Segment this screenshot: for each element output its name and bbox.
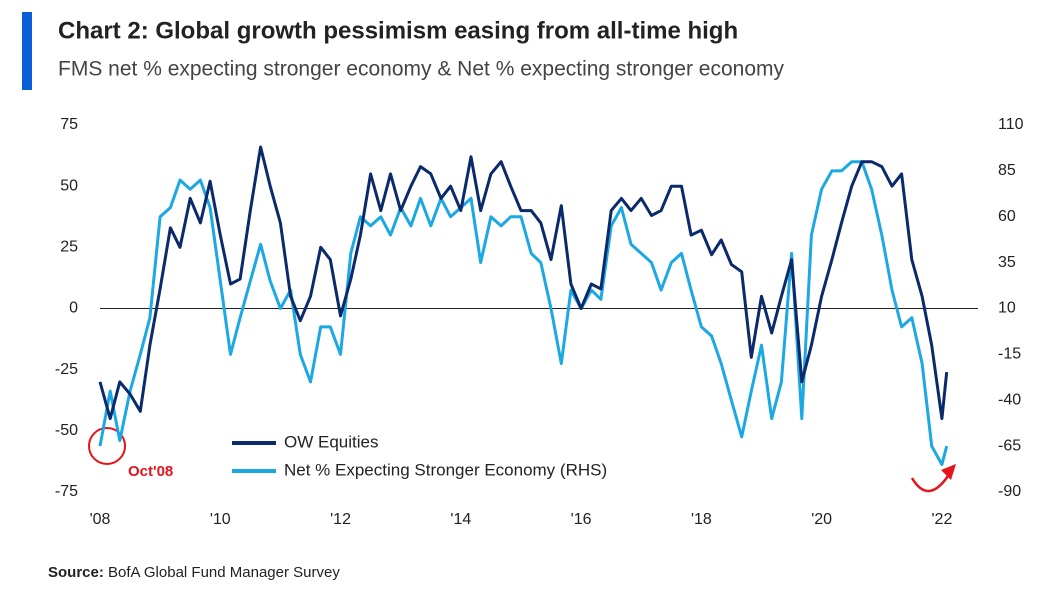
x-tick-label: '10: [210, 511, 231, 528]
y2-tick-label: 85: [998, 162, 1016, 179]
annotation-circle: [88, 427, 126, 465]
y-tick-label: -75: [55, 483, 78, 500]
series-line: [98, 145, 949, 421]
chart-subtitle: FMS net % expecting stronger economy & N…: [58, 58, 785, 81]
x-tick-label: '12: [330, 511, 351, 528]
series-line: [98, 160, 949, 466]
y2-tick-label: -65: [998, 437, 1021, 454]
x-tick-label: '16: [571, 511, 592, 528]
x-tick-label: '20: [811, 511, 832, 528]
annotation-arrow: [910, 475, 950, 493]
source-label: Source:: [48, 564, 104, 581]
y2-tick-label: -90: [998, 483, 1021, 500]
y-tick-label: 75: [60, 116, 78, 133]
annotation: Oct'08: [128, 463, 173, 480]
legend-label: Net % Expecting Stronger Economy (RHS): [284, 460, 607, 479]
source-text: BofA Global Fund Manager Survey: [108, 564, 340, 581]
y2-tick-label: 110: [998, 116, 1024, 133]
y2-tick-label: 10: [998, 300, 1016, 317]
title-bar: [22, 12, 32, 90]
y2-tick-label: -40: [998, 391, 1021, 408]
source: Source: BofA Global Fund Manager Survey: [48, 564, 340, 581]
y2-tick-label: 35: [998, 254, 1016, 271]
legend-label: OW Equities: [284, 432, 378, 451]
x-tick-label: '18: [691, 511, 712, 528]
chart-title: Chart 2: Global growth pessimism easing …: [58, 17, 738, 44]
annotation-arrowhead: [941, 464, 956, 480]
y-tick-label: -50: [55, 422, 78, 439]
y-tick-label: -25: [55, 361, 78, 378]
y2-tick-label: -15: [998, 346, 1021, 363]
y-tick-label: 25: [60, 239, 78, 256]
x-tick-label: '08: [90, 511, 111, 528]
y2-tick-label: 60: [998, 208, 1016, 225]
y-tick-label: 50: [60, 177, 78, 194]
x-tick-label: '14: [450, 511, 471, 528]
x-tick-label: '22: [931, 511, 952, 528]
y-tick-label: 0: [69, 300, 78, 317]
